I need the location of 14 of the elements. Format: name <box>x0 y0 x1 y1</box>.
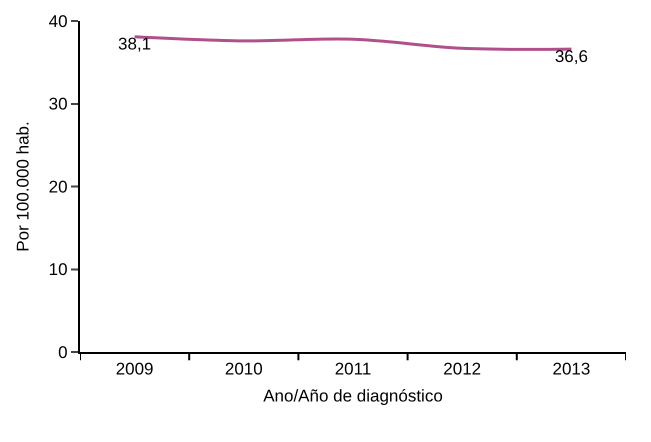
x-tick-label: 2013 <box>552 359 590 378</box>
x-tick-label: 2012 <box>443 359 482 378</box>
data-label: 38,1 <box>118 34 152 54</box>
x-tick-label: 2009 <box>116 359 154 378</box>
data-label: 36,6 <box>554 46 588 66</box>
x-tick-label: 2010 <box>224 359 263 378</box>
y-axis-title: Por 100.000 hab. <box>14 121 33 252</box>
y-tick-label: 10 <box>48 260 68 280</box>
x-axis-title: Ano/Año de diagnóstico <box>263 386 443 406</box>
y-tick-label: 40 <box>48 12 68 31</box>
x-tick-label: 2011 <box>334 359 372 378</box>
y-tick-label: 0 <box>58 342 68 362</box>
y-tick-label: 30 <box>48 94 68 114</box>
y-tick-label: 20 <box>48 177 68 196</box>
